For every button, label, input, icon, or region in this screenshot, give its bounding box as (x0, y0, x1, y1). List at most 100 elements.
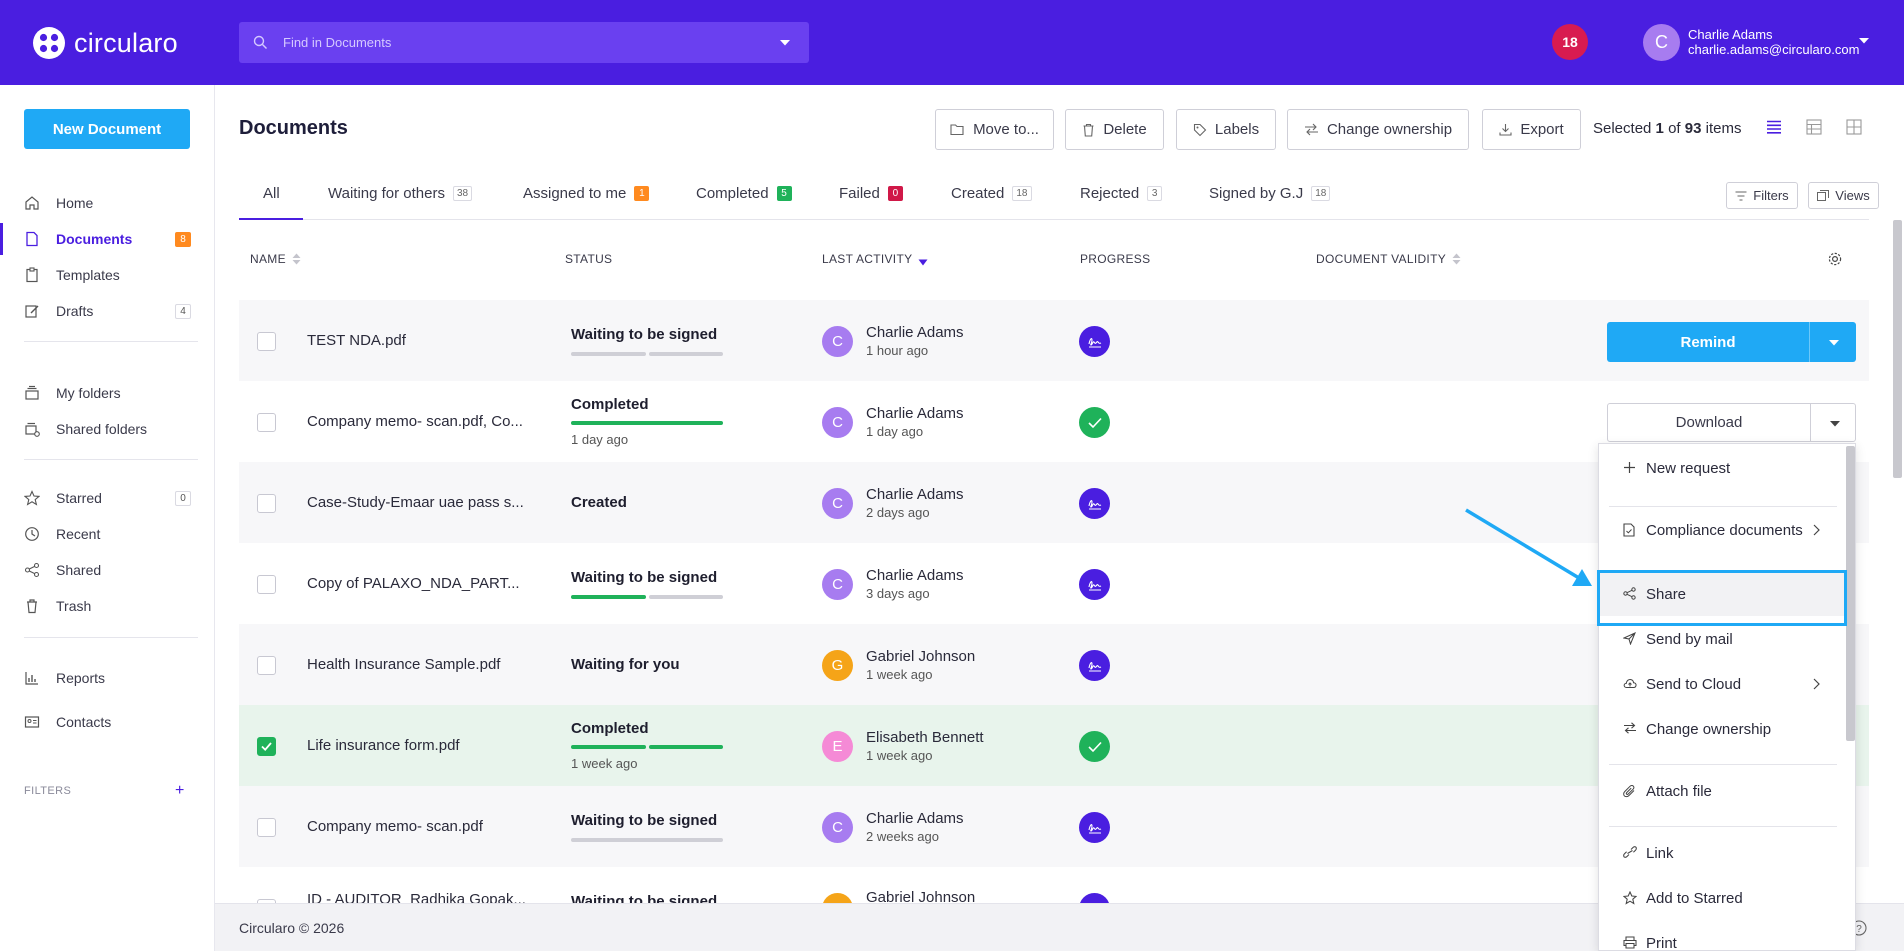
menu-item-share[interactable]: Share (1599, 572, 1847, 616)
row-checkbox[interactable] (257, 818, 276, 837)
sidebar-item-trash[interactable]: Trash (0, 588, 214, 624)
add-filter-plus-icon[interactable]: + (175, 782, 185, 799)
link-icon (1623, 846, 1637, 858)
grid-view-icon[interactable] (1846, 119, 1862, 135)
tab-signed-by-gj[interactable]: Signed by G.J 18 (1209, 185, 1331, 202)
sidebar-item-reports[interactable]: Reports (0, 660, 214, 696)
share-highlight-outline (1597, 570, 1847, 626)
table-row[interactable]: ID - AUDITOR_Radhika Gopak... Waiting to… (239, 867, 1869, 903)
labels-button[interactable]: Labels (1176, 109, 1276, 150)
tab-created[interactable]: Created 18 (951, 185, 1032, 202)
document-name[interactable]: ID - AUDITOR_Radhika Gopak... (307, 891, 526, 903)
trash-icon (1083, 123, 1094, 137)
tab-assigned-to-me[interactable]: Assigned to me 1 (523, 185, 650, 202)
views-button[interactable]: Views (1808, 182, 1879, 209)
app-logo[interactable]: circularo (32, 26, 178, 60)
document-name[interactable]: Life insurance form.pdf (307, 737, 460, 754)
user-menu-chevron-icon[interactable] (1858, 37, 1870, 45)
document-name[interactable]: Copy of PALAXO_NDA_PART... (307, 575, 520, 592)
chevron-down-icon[interactable] (1829, 420, 1841, 428)
column-header-name[interactable]: NAME (250, 252, 301, 266)
sidebar-item-documents[interactable]: Documents 8 (0, 221, 214, 257)
gear-icon[interactable] (1827, 251, 1843, 267)
delete-button[interactable]: Delete (1065, 109, 1164, 150)
filters-button[interactable]: Filters (1726, 182, 1798, 209)
document-name[interactable]: Health Insurance Sample.pdf (307, 656, 501, 673)
search-input[interactable] (283, 22, 753, 63)
cloud-upload-icon (1623, 678, 1637, 688)
table-row[interactable]: TEST NDA.pdf Waiting to be signed C Char… (239, 300, 1869, 381)
progress-signature-icon (1079, 326, 1110, 357)
menu-item-compliance-documents[interactable]: Compliance documents (1599, 508, 1847, 552)
chevron-down-icon[interactable] (779, 39, 791, 47)
notifications-badge[interactable]: 18 (1552, 24, 1588, 60)
page-scrollbar[interactable] (1893, 220, 1902, 478)
tab-label: Created (951, 185, 1005, 202)
tab-all[interactable]: All (263, 185, 280, 202)
document-name[interactable]: Case-Study-Emaar uae pass s... (307, 494, 524, 511)
move-to-button[interactable]: Move to... (935, 109, 1054, 150)
user-email[interactable]: charlie.adams@circularo.com (1688, 42, 1860, 57)
row-checkbox[interactable] (257, 413, 276, 432)
sidebar-item-label: Contacts (56, 714, 112, 730)
remind-button[interactable]: Remind (1680, 333, 1736, 351)
document-tabs: All Waiting for others 38 Assigned to me… (239, 173, 1869, 220)
menu-item-send-to-cloud[interactable]: Send to Cloud (1599, 662, 1847, 706)
change-ownership-button[interactable]: Change ownership (1287, 109, 1469, 150)
row-checkbox[interactable] (257, 899, 276, 903)
sidebar-item-shared-folders[interactable]: Shared folders (0, 411, 214, 447)
new-document-button[interactable]: New Document (24, 109, 190, 149)
chevron-down-icon[interactable] (1828, 339, 1840, 347)
column-header-document-validity[interactable]: DOCUMENT VALIDITY (1316, 252, 1461, 266)
menu-item-label: New request (1646, 460, 1731, 477)
sidebar-item-drafts[interactable]: Drafts 4 (0, 293, 214, 329)
sidebar-item-my-folders[interactable]: My folders (0, 375, 214, 411)
menu-item-print[interactable]: Print (1599, 921, 1847, 950)
row-checkbox[interactable] (257, 656, 276, 675)
menu-item-link[interactable]: Link (1599, 831, 1847, 875)
export-button[interactable]: Export (1482, 109, 1581, 150)
sidebar-item-shared[interactable]: Shared (0, 552, 214, 588)
tab-completed[interactable]: Completed 5 (696, 185, 792, 202)
row-checkbox[interactable] (257, 494, 276, 513)
activity-user: Charlie Adams (866, 567, 964, 584)
document-name[interactable]: TEST NDA.pdf (307, 332, 406, 349)
signature-icon (1087, 580, 1101, 590)
sidebar-item-contacts[interactable]: Contacts (0, 704, 214, 740)
menu-item-send-by-mail[interactable]: Send by mail (1599, 617, 1847, 661)
menu-item-new-request[interactable]: New request (1599, 446, 1847, 490)
row-checkbox[interactable] (257, 332, 276, 351)
user-avatar[interactable]: C (1643, 24, 1680, 61)
tab-waiting-for-others[interactable]: Waiting for others 38 (328, 185, 473, 202)
menu-item-add-to-starred[interactable]: Add to Starred (1599, 876, 1847, 920)
tab-rejected[interactable]: Rejected 3 (1080, 185, 1163, 202)
user-name[interactable]: Charlie Adams (1688, 27, 1773, 42)
table-view-icon[interactable] (1806, 119, 1822, 135)
row-checkbox[interactable] (257, 575, 276, 594)
document-name[interactable]: Company memo- scan.pdf (307, 818, 483, 835)
search-bar[interactable] (239, 22, 809, 63)
row-checkbox-checked[interactable] (257, 737, 276, 756)
menu-item-change-ownership[interactable]: Change ownership (1599, 707, 1847, 751)
sidebar-item-recent[interactable]: Recent (0, 516, 214, 552)
sidebar-item-starred[interactable]: Starred 0 (0, 480, 214, 516)
table-row[interactable]: Health Insurance Sample.pdf Waiting for … (239, 624, 1869, 705)
bar-chart-icon (25, 672, 38, 685)
sidebar-item-templates[interactable]: Templates (0, 257, 214, 293)
table-row-selected[interactable]: Life insurance form.pdf Completed 1 week… (239, 705, 1869, 786)
search-icon (253, 35, 267, 49)
sidebar-item-home[interactable]: Home (0, 185, 214, 221)
download-button[interactable]: Download (1675, 414, 1743, 431)
menu-scrollbar[interactable] (1846, 446, 1855, 741)
tab-failed[interactable]: Failed 0 (839, 185, 903, 202)
menu-item-attach-file[interactable]: Attach file (1599, 769, 1847, 813)
list-view-icon[interactable] (1766, 119, 1782, 135)
column-header-last-activity[interactable]: LAST ACTIVITY (822, 252, 928, 266)
tab-count-badge: 18 (1012, 186, 1032, 201)
table-row[interactable]: Company memo- scan.pdf, Co... Completed … (239, 381, 1869, 462)
sidebar-item-label: Starred (56, 490, 102, 506)
menu-item-label: Share (1646, 586, 1687, 603)
table-row[interactable]: Company memo- scan.pdf Waiting to be sig… (239, 786, 1869, 867)
table-row[interactable]: Case-Study-Emaar uae pass s... Created C… (239, 462, 1869, 543)
document-name[interactable]: Company memo- scan.pdf, Co... (307, 413, 523, 430)
